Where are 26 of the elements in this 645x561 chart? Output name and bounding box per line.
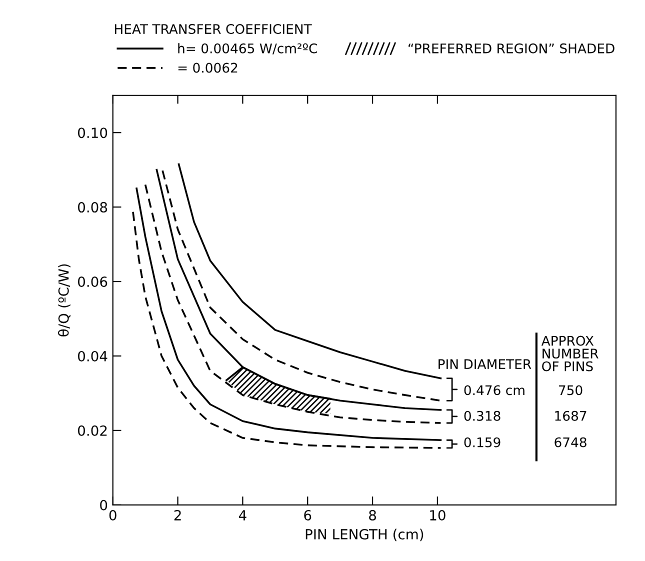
x-tick-label: 10 — [430, 510, 446, 521]
y-tick-label: 0.02 — [78, 425, 107, 436]
y-tick-label: 0.08 — [78, 202, 108, 213]
legend-title: HEAT TRANSFER COEFFICIENT — [114, 24, 312, 34]
annotation: APPROX NUMBER OF PINS — [541, 336, 598, 372]
x-axis-title: PIN LENGTH (cm) — [306, 528, 424, 542]
x-tick-label: 4 — [238, 510, 246, 520]
x-tick-label: 2 — [174, 510, 181, 520]
annotation: 1687 — [555, 410, 586, 421]
x-tick-label: 0 — [109, 510, 116, 521]
legend-label: = 0.0062 — [178, 62, 238, 73]
y-tick-label: 0 — [100, 500, 108, 510]
legend-label: h= 0.00465 W/cm²ºC — [178, 43, 317, 54]
y-axis-title: θ/Q (ºC/W) — [58, 264, 70, 336]
annotation: PIN DIAMETER — [438, 359, 532, 369]
annotation: 0.159 — [464, 437, 500, 448]
y-tick-label: 0.04 — [78, 350, 108, 362]
y-tick-label: 0.06 — [78, 276, 108, 287]
x-tick-label: 8 — [369, 510, 376, 521]
annotation: 0.476 cm — [464, 385, 524, 396]
y-tick-label: 0.10 — [78, 128, 108, 138]
annotation: 6748 — [554, 437, 586, 448]
annotation: 0.318 — [464, 410, 500, 421]
x-tick-label: 6 — [304, 510, 312, 521]
legend-label: “PREFERRED REGION” SHADED — [408, 43, 614, 54]
annotation: 750 — [559, 385, 582, 396]
